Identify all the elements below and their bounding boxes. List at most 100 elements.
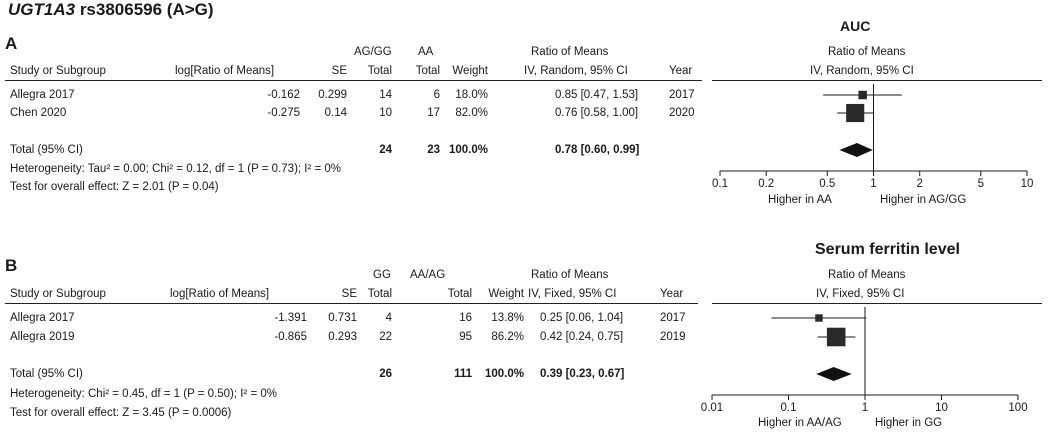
b-tick-label: 0.1 [781,402,797,414]
a-header-group2: AA [418,46,434,58]
a-header-rule-plot [712,80,1042,81]
b-header-rule [5,303,698,304]
b-header-year: Year [660,288,684,300]
b-header-ci2: IV, Fixed, 95% CI [528,288,617,300]
a-total-n2: 23 [427,144,440,156]
a-tick-label: 2 [917,178,923,190]
a-study-1-est: -0.162 [267,89,300,101]
a-study-1-ci: 0.85 [0.47, 1.53] [555,89,639,101]
a-study-box [846,103,865,123]
b-header-group2: AA/AG [410,269,446,281]
a-favours-right: Higher in AG/GG [880,194,967,206]
a-study-1-year: 2017 [669,89,695,101]
a-tick-label: 1 [870,178,876,190]
a-header-group1: AG/GG [354,46,392,58]
a-header-year: Year [669,65,693,77]
table-row: Chen 2020 [10,106,66,120]
figure-title: UGT1A3 rs3806596 (A>G) [8,0,214,20]
b-header-plot1: Ratio of Means [828,269,906,281]
b-study-2-weight: 86.2% [491,331,524,343]
b-study-box [815,314,823,322]
a-summary-diamond [839,143,873,157]
a-tick-label: 0.5 [819,178,835,190]
b-heterogeneity: Heterogeneity: Chi² = 0.45, df = 1 (P = … [10,388,277,400]
b-favours-right: Higher in GG [875,417,943,429]
a-study-1-n1: 14 [379,89,392,101]
a-header-rule [5,80,702,81]
b-tick-label: 100 [1008,402,1027,414]
a-header-plot1: Ratio of Means [828,46,906,58]
b-header-total2: Total [447,288,472,300]
a-study-2-year: 2020 [669,107,695,119]
a-header-total1: Total [367,65,392,77]
b-study-box [826,327,846,347]
table-row: Allegra 2019 [10,330,75,344]
b-header-plot2: IV, Fixed, 95% CI [816,288,905,300]
a-study-2-est: -0.275 [267,107,300,119]
a-header-se: SE [331,65,347,77]
a-study-1-n2: 6 [433,89,440,101]
panel-b-letter: B [5,256,18,275]
b-total-n1: 26 [379,368,392,380]
b-total-label: Total (95% CI) [10,368,83,380]
a-study-2-n1: 10 [379,107,392,119]
variant-name: rs3806596 (A>G) [79,0,214,19]
a-study-2-n2: 17 [427,107,440,119]
b-header-rule-plot [712,303,1042,304]
b-tick-label: 10 [935,402,948,414]
a-study-2-name: Chen 2020 [10,107,67,119]
a-tick-label: 0.1 [712,178,728,190]
b-header-weight: Weight [488,288,524,300]
b-header-se: SE [341,288,357,300]
b-study-1-year: 2017 [660,312,686,324]
table-row: Allegra 2017 [10,88,75,102]
a-header-total2: Total [415,65,440,77]
b-study-2-se: 0.293 [328,331,357,343]
b-header-study: Study or Subgroup [10,288,106,300]
b-study-2-name: Allegra 2019 [10,331,75,343]
b-study-2-est: -0.865 [274,331,307,343]
b-overall-effect: Test for overall effect: Z = 3.45 (P = 0… [10,407,232,419]
b-study-2-n1: 22 [379,331,392,343]
panel-a-letter: A [5,34,18,53]
a-favours-left: Higher in AA [768,194,832,206]
a-study-1-se: 0.299 [318,89,347,101]
b-study-1-n1: 4 [385,312,392,324]
a-header-plot2: IV, Random, 95% CI [810,65,914,77]
a-study-2-se: 0.14 [324,107,347,119]
a-study-1-weight: 18.0% [455,89,488,101]
b-study-2-n2: 95 [459,331,472,343]
gene-name: UGT1A3 [8,0,76,19]
b-study-1-ci: 0.25 [0.06, 1.04] [540,312,624,324]
a-tick-label: 0.2 [758,178,774,190]
b-favours-left: Higher in AA/AG [758,417,842,429]
a-study-2-ci: 0.76 [0.58, 1.00] [555,107,639,119]
b-total-n2: 111 [454,368,472,380]
a-study-1-name: Allegra 2017 [10,89,75,101]
a-tick-label: 5 [978,178,984,190]
b-header-group1: GG [373,269,391,281]
panel-a-plot-title: AUC [840,18,871,34]
a-total-label: Total (95% CI) [10,144,83,156]
panel-b-plot-title: Serum ferritin level [815,241,960,258]
b-header-total1: Total [367,288,392,300]
a-header-study: Study or Subgroup [10,65,106,77]
a-header-ci1: Ratio of Means [531,46,609,58]
b-total-ci: 0.39 [0.23, 0.67] [540,368,625,380]
a-heterogeneity: Heterogeneity: Tau² = 0.00; Chi² = 0.12,… [10,163,342,175]
table-row: Allegra 2017 [10,311,75,325]
b-study-1-name: Allegra 2017 [10,312,75,324]
a-header-ci2: IV, Random, 95% CI [524,65,628,77]
b-tick-label: 1 [862,402,868,414]
b-study-1-est: -1.391 [274,312,307,324]
a-total-ci: 0.78 [0.60, 0.99] [555,144,640,156]
b-study-1-n2: 16 [459,312,472,324]
b-header-ci1: Ratio of Means [531,269,609,281]
a-total-n1: 24 [379,144,392,156]
a-study-2-weight: 82.0% [455,107,488,119]
a-tick-label: 10 [1021,178,1034,190]
b-summary-diamond [816,367,852,381]
b-total-weight: 100.0% [484,368,524,380]
